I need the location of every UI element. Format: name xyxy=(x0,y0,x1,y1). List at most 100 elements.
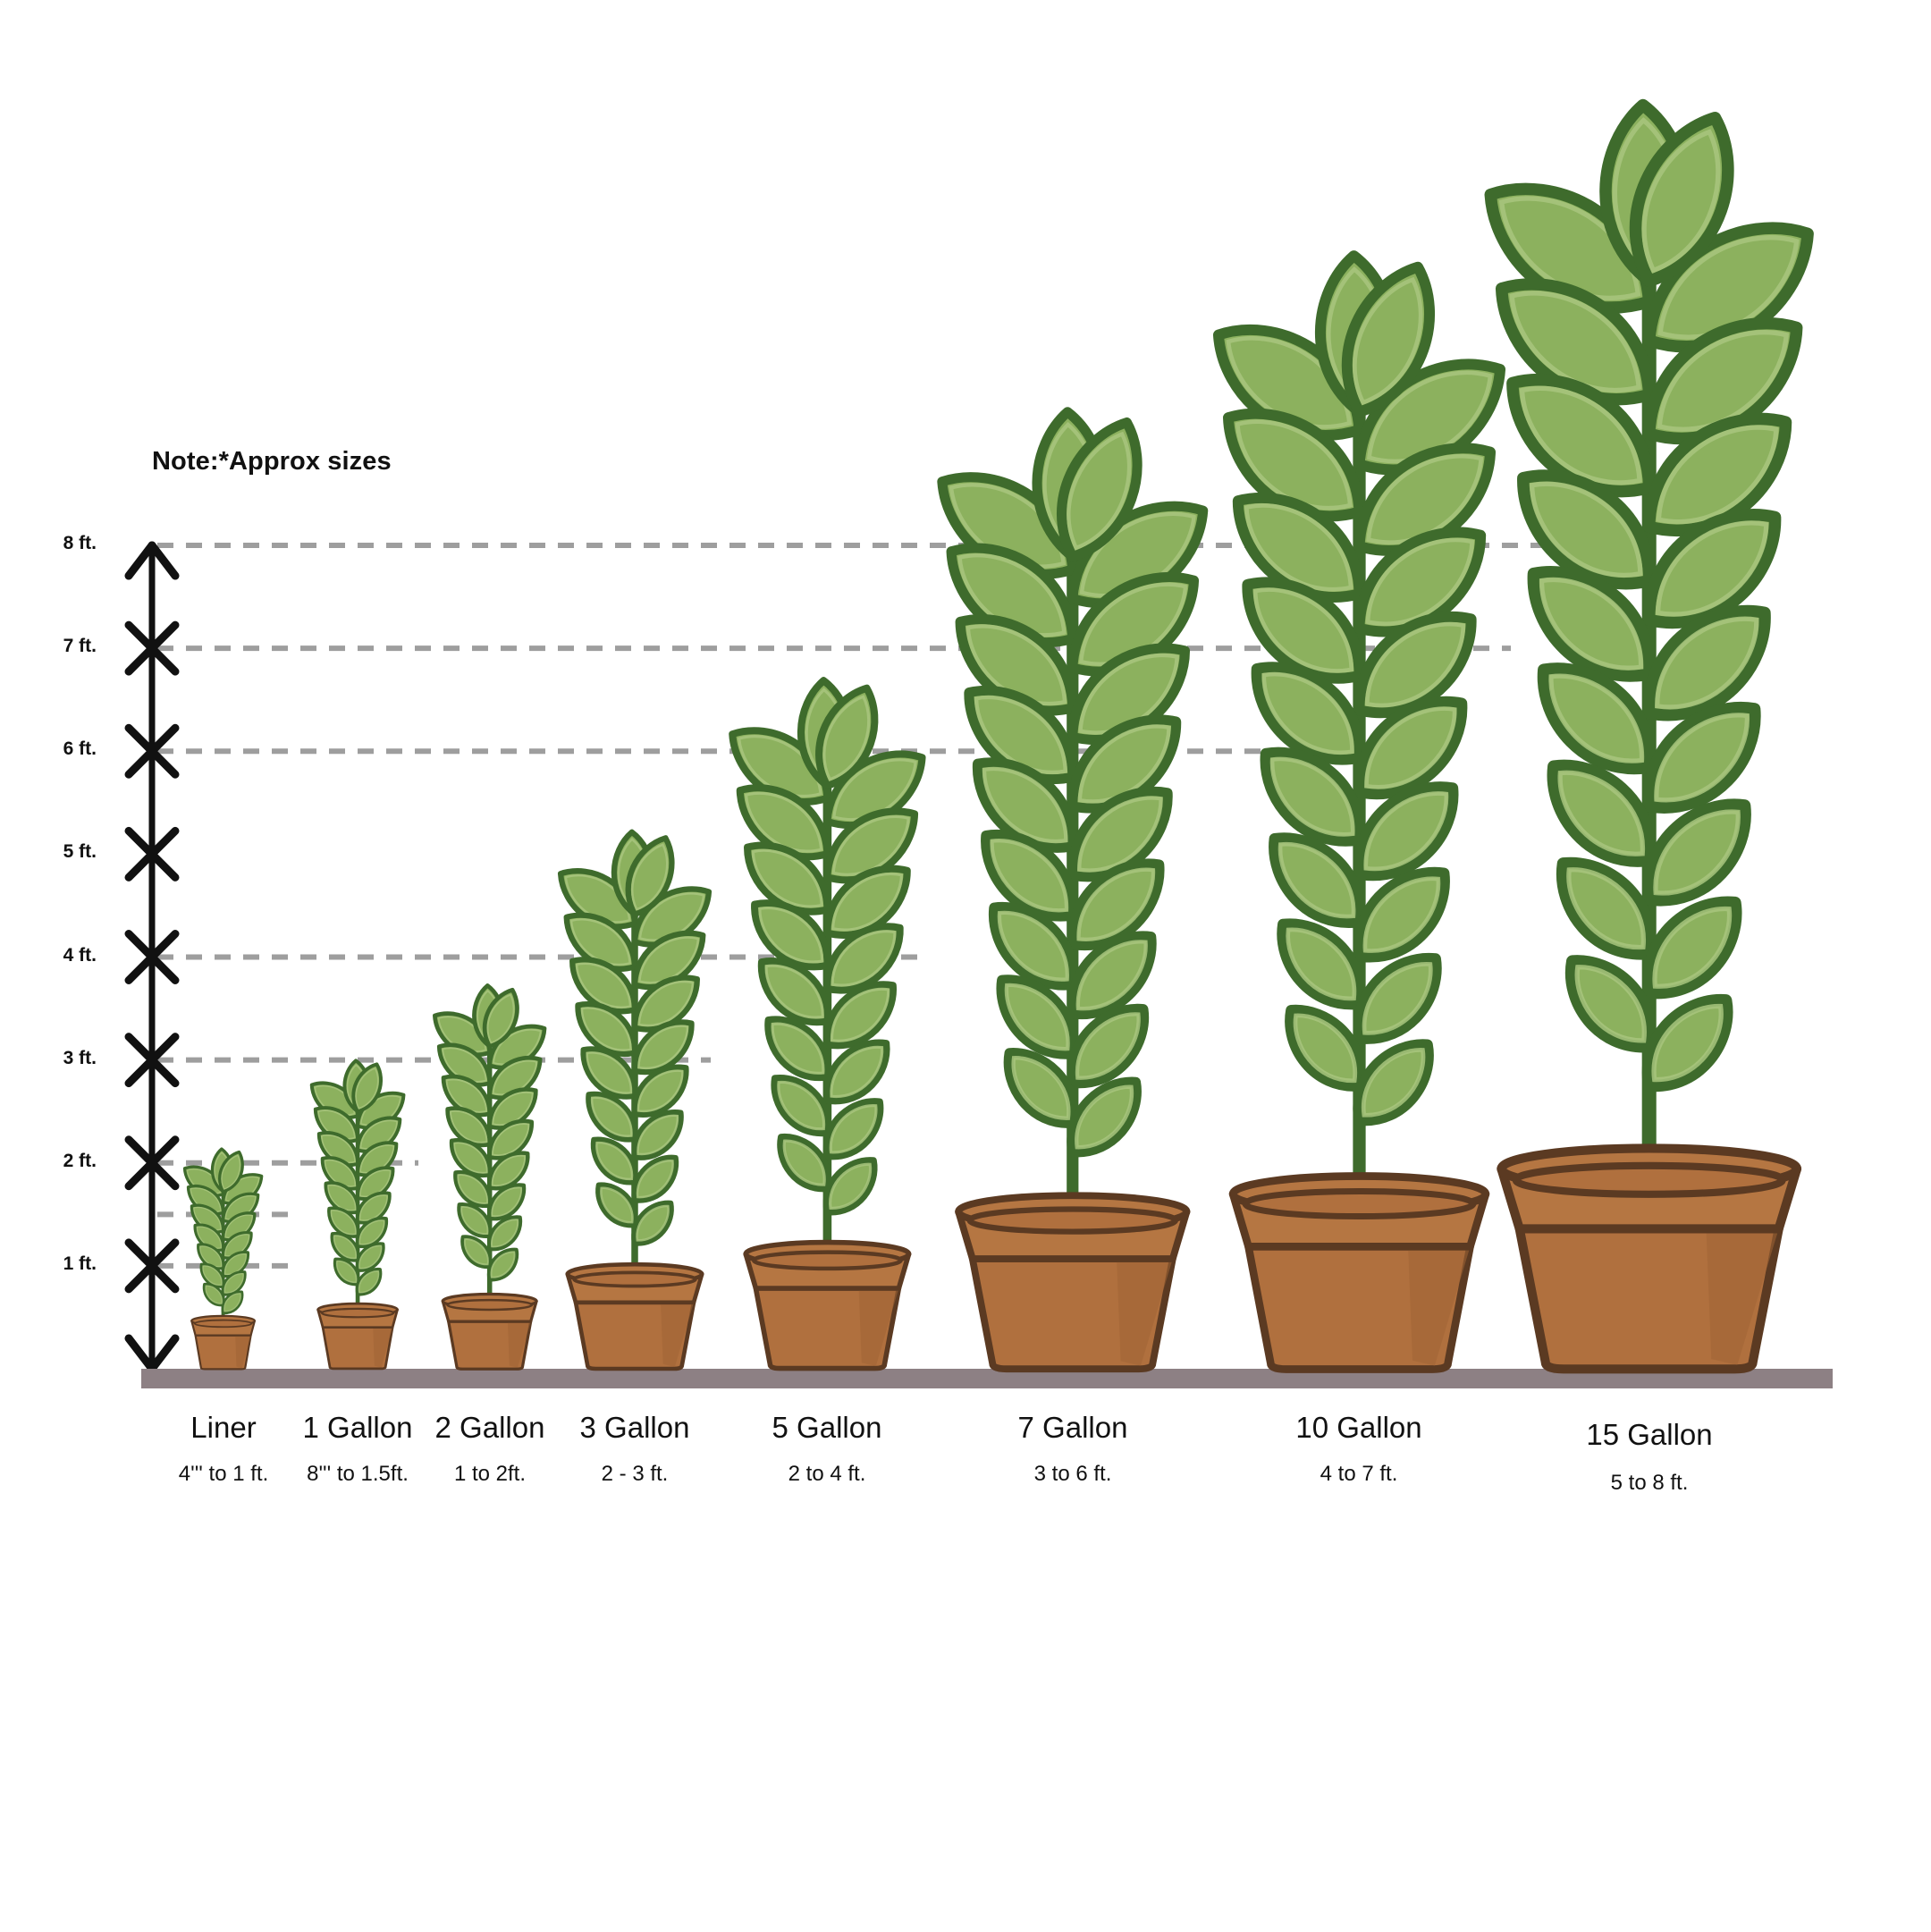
leaf xyxy=(1260,747,1365,847)
pot-height-range: 2 to 4 ft. xyxy=(788,1462,866,1486)
leaf xyxy=(1538,662,1656,774)
tick-label-7ft: 7 ft. xyxy=(63,636,97,657)
terracotta-pot xyxy=(1497,1143,1802,1374)
leaf xyxy=(355,1242,385,1272)
tick-mark-7ft xyxy=(124,620,180,676)
plant-3-gallon xyxy=(510,765,760,1372)
pot-shading xyxy=(373,1327,392,1368)
leaf-terminal xyxy=(814,685,878,790)
tick-label-3ft: 3 ft. xyxy=(63,1047,97,1068)
leaf-terminal xyxy=(351,1062,383,1114)
ground-bar xyxy=(141,1369,1833,1388)
plant-5-gallon xyxy=(676,603,979,1372)
leaf xyxy=(580,1046,638,1100)
plant-graphic xyxy=(433,983,547,1371)
leaf xyxy=(1353,696,1467,799)
leaf xyxy=(1643,701,1761,814)
leaf xyxy=(1642,993,1733,1092)
tick-label-4ft: 4 ft. xyxy=(63,944,97,966)
leaf xyxy=(822,1157,878,1216)
leaf xyxy=(590,1136,638,1185)
leaf-cluster xyxy=(728,677,926,1216)
leaf-terminal xyxy=(1057,417,1143,562)
plant-graphic xyxy=(183,1146,264,1371)
leaf xyxy=(1565,955,1657,1053)
leaf-cluster xyxy=(433,983,547,1282)
caption-1-gallon: 1 Gallon 8''' to 1.5ft. xyxy=(179,1413,536,1485)
pot-height-range: 2 - 3 ft. xyxy=(601,1462,669,1486)
leaf xyxy=(1642,896,1742,999)
tick-label-6ft: 6 ft. xyxy=(63,738,97,760)
pot-size-label: 15 Gallon xyxy=(1586,1418,1713,1451)
leaf xyxy=(631,1109,684,1160)
pot-height-range: 1 to 2ft. xyxy=(453,1462,527,1486)
pot-shading xyxy=(661,1302,694,1367)
terracotta-pot xyxy=(190,1314,257,1371)
pot-size-label: 10 Gallon xyxy=(1295,1411,1422,1444)
caption-liner: Liner 4''' to 1 ft. xyxy=(45,1413,402,1485)
pot-shading xyxy=(235,1335,251,1368)
leaf xyxy=(757,958,831,1026)
leaf-cluster xyxy=(937,407,1209,1158)
plant-7-gallon xyxy=(876,315,1269,1372)
terracotta-pot xyxy=(441,1292,539,1371)
pot-size-label: 5 Gallon xyxy=(772,1411,882,1444)
leaf xyxy=(1284,1004,1366,1092)
leaf-cluster xyxy=(309,1059,406,1296)
pot-size-label: 7 Gallon xyxy=(1017,1411,1128,1444)
leaf xyxy=(1643,604,1771,721)
leaf xyxy=(1276,917,1365,1009)
leaf xyxy=(822,1098,883,1160)
pot-size-label: Liner xyxy=(190,1411,257,1444)
plant-liner xyxy=(143,1103,303,1372)
leaf-terminal xyxy=(625,835,675,917)
leaf xyxy=(203,1282,225,1306)
pot-shading xyxy=(508,1320,531,1368)
pot-inner-lip xyxy=(1512,1161,1787,1198)
tick-label-2ft: 2 ft. xyxy=(63,1150,97,1171)
caption-5-gallon: 5 Gallon 2 to 4 ft. xyxy=(648,1413,1006,1485)
pot-shading xyxy=(1117,1258,1173,1366)
plant-graphic xyxy=(728,677,926,1371)
leaf xyxy=(631,1064,689,1118)
leaf xyxy=(355,1268,383,1296)
leaf xyxy=(586,1091,638,1143)
leaf xyxy=(460,1235,493,1269)
leaf xyxy=(1251,661,1365,764)
plant-graphic xyxy=(309,1059,406,1371)
pot-inner-lip xyxy=(572,1270,697,1288)
leaf xyxy=(1003,1047,1079,1128)
leaf xyxy=(1067,1076,1143,1158)
leaf xyxy=(453,1169,493,1208)
leaf xyxy=(333,1257,360,1287)
leaf-cluster xyxy=(1212,249,1505,1126)
leaf xyxy=(1547,759,1657,867)
plant-1-gallon xyxy=(268,1010,447,1372)
leaf xyxy=(487,1247,519,1282)
pot-height-range: 4''' to 1 ft. xyxy=(178,1462,269,1486)
tick-mark-3ft xyxy=(124,1033,180,1088)
pot-height-range: 8''' to 1.5ft. xyxy=(307,1462,409,1486)
caption-15-gallon: 15 Gallon 5 to 8 ft. xyxy=(1471,1420,1828,1494)
pot-size-label: 1 Gallon xyxy=(302,1411,413,1444)
caption-7-gallon: 7 Gallon 3 to 6 ft. xyxy=(894,1413,1252,1485)
leaf xyxy=(1528,565,1656,682)
leaf xyxy=(822,1039,890,1105)
pot-shading xyxy=(1706,1228,1779,1365)
leaf xyxy=(1642,798,1752,907)
leaf xyxy=(631,1200,674,1246)
leaf xyxy=(330,1232,360,1262)
pot-height-range: 4 to 7 ft. xyxy=(1320,1462,1398,1486)
terracotta-pot xyxy=(565,1261,704,1371)
plant-graphic xyxy=(1212,249,1505,1373)
leaf xyxy=(763,1016,831,1082)
leaf-terminal xyxy=(483,987,520,1049)
caption-2-gallon: 2 Gallon 1 to 2ft. xyxy=(311,1413,669,1485)
pot-inner-lip xyxy=(320,1307,395,1319)
pot-height-range: 3 to 6 ft. xyxy=(1033,1462,1112,1486)
leaf xyxy=(487,1215,523,1251)
leaf xyxy=(822,981,897,1050)
plant-graphic xyxy=(557,829,713,1371)
terracotta-pot xyxy=(742,1240,911,1371)
